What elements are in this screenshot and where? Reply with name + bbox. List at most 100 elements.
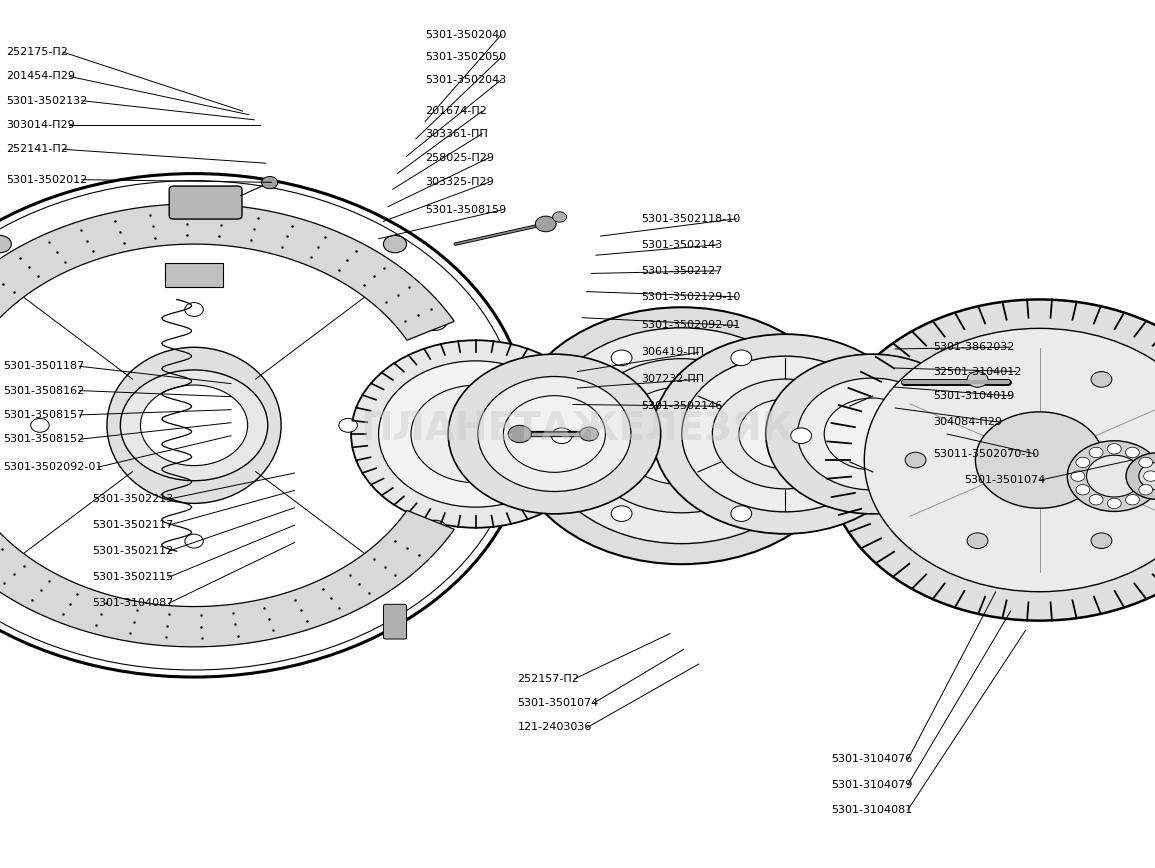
Text: 5301-3502143: 5301-3502143 xyxy=(641,240,722,250)
Circle shape xyxy=(617,387,746,484)
Text: 201674-П2: 201674-П2 xyxy=(425,106,487,116)
Circle shape xyxy=(611,350,632,365)
Circle shape xyxy=(411,385,541,483)
Circle shape xyxy=(1125,495,1139,505)
Circle shape xyxy=(448,354,661,514)
Text: 5301-3502043: 5301-3502043 xyxy=(425,75,506,85)
Text: 5301-3502115: 5301-3502115 xyxy=(92,572,173,582)
Circle shape xyxy=(1076,457,1090,468)
Circle shape xyxy=(1108,444,1122,454)
Text: 303014-П29: 303014-П29 xyxy=(6,120,75,130)
Text: 5301-3104019: 5301-3104019 xyxy=(933,391,1014,401)
Circle shape xyxy=(185,303,203,317)
Text: 5301-3502092-01: 5301-3502092-01 xyxy=(3,462,103,472)
Text: 252175-П2: 252175-П2 xyxy=(6,47,68,57)
Text: 5301-3502112: 5301-3502112 xyxy=(92,546,173,556)
Text: 5301-3104079: 5301-3104079 xyxy=(832,779,912,790)
Text: 5301-3501074: 5301-3501074 xyxy=(964,475,1045,485)
Circle shape xyxy=(0,235,12,253)
FancyBboxPatch shape xyxy=(383,604,407,639)
Circle shape xyxy=(551,428,572,444)
Circle shape xyxy=(504,396,605,472)
FancyBboxPatch shape xyxy=(672,385,875,487)
Circle shape xyxy=(120,370,268,481)
Circle shape xyxy=(379,361,573,507)
Circle shape xyxy=(1067,441,1155,511)
Text: 258025-П29: 258025-П29 xyxy=(425,153,494,163)
Circle shape xyxy=(511,307,852,564)
Circle shape xyxy=(967,533,988,549)
Text: ПЛАНЕТАЖЕЛЕЗЯК: ПЛАНЕТАЖЕЛЕЗЯК xyxy=(360,411,795,449)
Polygon shape xyxy=(0,181,520,670)
Circle shape xyxy=(681,356,889,512)
Circle shape xyxy=(967,372,988,387)
Circle shape xyxy=(611,506,632,522)
Circle shape xyxy=(579,358,784,513)
Bar xyxy=(165,263,223,286)
Text: 5301-3104081: 5301-3104081 xyxy=(832,805,912,815)
Circle shape xyxy=(383,235,407,253)
Circle shape xyxy=(261,176,277,188)
Text: 5301-3501187: 5301-3501187 xyxy=(3,361,84,372)
Text: 303361-ПП: 303361-ПП xyxy=(425,128,487,139)
Text: 5301-3502117: 5301-3502117 xyxy=(92,520,173,530)
Circle shape xyxy=(181,207,207,226)
Circle shape xyxy=(975,412,1104,509)
Circle shape xyxy=(185,534,203,548)
Circle shape xyxy=(1087,455,1142,497)
Text: 5301-3508152: 5301-3508152 xyxy=(3,434,84,444)
Text: 5301-3508162: 5301-3508162 xyxy=(3,385,84,396)
Text: 201454-П29: 201454-П29 xyxy=(6,71,75,82)
Circle shape xyxy=(1143,470,1155,481)
Circle shape xyxy=(906,452,926,468)
Circle shape xyxy=(422,312,447,331)
Text: 5301-3502129-10: 5301-3502129-10 xyxy=(641,292,740,302)
Text: 5301-3502092-01: 5301-3502092-01 xyxy=(641,320,740,331)
Text: 252157-П2: 252157-П2 xyxy=(517,674,580,684)
Circle shape xyxy=(141,385,247,465)
Circle shape xyxy=(1126,453,1155,499)
Circle shape xyxy=(791,428,812,444)
Circle shape xyxy=(1125,447,1139,457)
Circle shape xyxy=(1089,447,1103,457)
Circle shape xyxy=(713,379,858,489)
Circle shape xyxy=(553,212,567,222)
Text: 5301-3104076: 5301-3104076 xyxy=(832,754,912,765)
Text: 32501-3104012: 32501-3104012 xyxy=(933,366,1022,377)
Circle shape xyxy=(864,328,1155,592)
Polygon shape xyxy=(0,204,454,340)
Circle shape xyxy=(338,418,357,432)
Circle shape xyxy=(31,418,50,432)
Circle shape xyxy=(1108,498,1122,509)
Text: 5301-3502213: 5301-3502213 xyxy=(92,494,173,504)
Circle shape xyxy=(1071,470,1085,481)
Circle shape xyxy=(1139,457,1153,468)
Circle shape xyxy=(1139,463,1155,490)
Text: 53011-3502070-10: 53011-3502070-10 xyxy=(933,449,1040,459)
Text: 303325-П29: 303325-П29 xyxy=(425,177,494,187)
Text: 5301-3502127: 5301-3502127 xyxy=(641,266,722,276)
Circle shape xyxy=(798,378,946,490)
Circle shape xyxy=(508,425,531,443)
Circle shape xyxy=(538,328,825,543)
Text: 306419-ПП: 306419-ПП xyxy=(641,347,705,358)
Circle shape xyxy=(0,181,520,670)
Circle shape xyxy=(0,174,529,677)
Ellipse shape xyxy=(107,347,281,503)
Text: 5301-3502118-10: 5301-3502118-10 xyxy=(641,214,740,224)
Text: 5301-3502012: 5301-3502012 xyxy=(6,174,87,185)
Text: 5301-3508159: 5301-3508159 xyxy=(425,205,506,215)
Text: 304084-П29: 304084-П29 xyxy=(933,417,1003,427)
Circle shape xyxy=(731,350,752,365)
Circle shape xyxy=(1153,452,1155,468)
Circle shape xyxy=(478,377,631,491)
Circle shape xyxy=(739,399,832,469)
Circle shape xyxy=(731,506,752,522)
Text: 5301-3862032: 5301-3862032 xyxy=(933,342,1014,352)
Circle shape xyxy=(1139,484,1153,495)
Text: 5301-3502132: 5301-3502132 xyxy=(6,95,87,106)
FancyBboxPatch shape xyxy=(170,186,243,219)
Circle shape xyxy=(1076,484,1090,495)
Polygon shape xyxy=(0,510,454,647)
Circle shape xyxy=(181,625,207,644)
